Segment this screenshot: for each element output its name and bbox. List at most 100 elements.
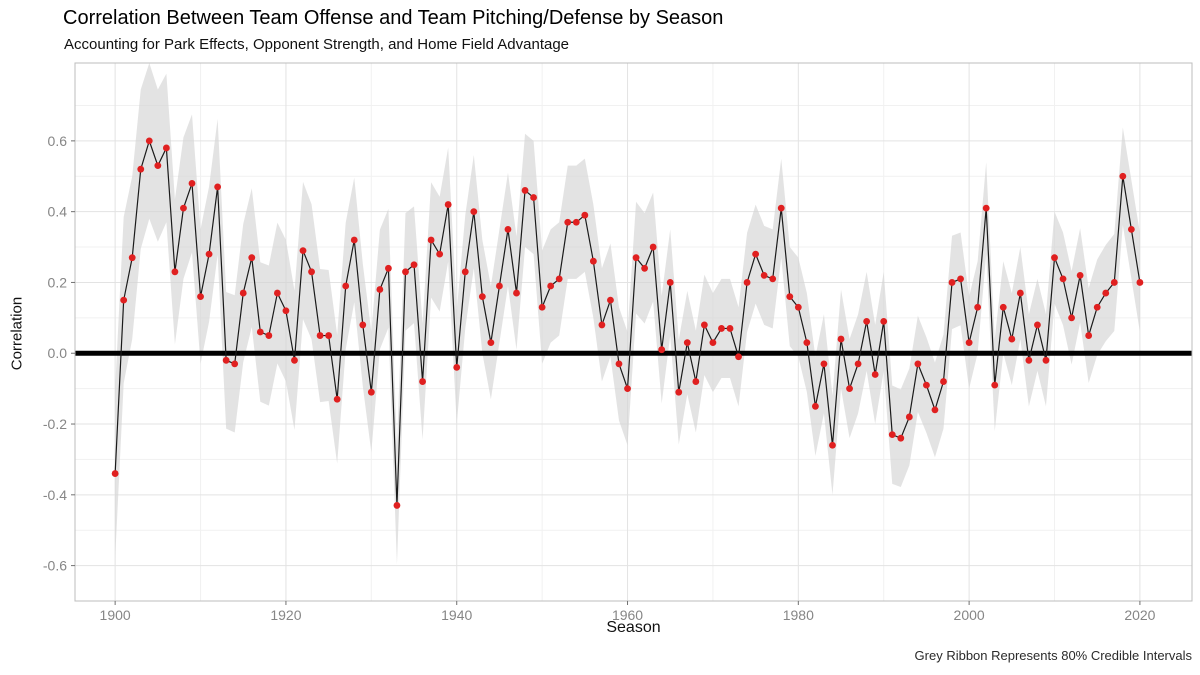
data-point xyxy=(248,254,256,262)
data-point xyxy=(905,413,913,421)
data-point xyxy=(965,339,973,347)
data-point xyxy=(393,502,401,509)
y-tick-label: -0.2 xyxy=(43,416,67,432)
data-point xyxy=(1016,289,1024,297)
data-point xyxy=(786,293,794,301)
data-point xyxy=(273,289,281,297)
data-point xyxy=(145,137,153,145)
data-point xyxy=(461,268,469,276)
data-point xyxy=(1025,356,1033,364)
data-point xyxy=(197,293,204,301)
data-point xyxy=(760,271,768,279)
data-point xyxy=(999,303,1007,311)
data-point xyxy=(991,381,999,389)
data-point xyxy=(854,360,862,368)
data-point xyxy=(607,296,614,304)
data-point xyxy=(1102,289,1110,297)
data-point xyxy=(282,307,290,315)
data-point xyxy=(735,353,742,361)
x-tick-label: 2000 xyxy=(954,607,985,623)
data-point xyxy=(871,371,879,378)
data-point xyxy=(846,385,853,393)
x-tick-label: 1900 xyxy=(100,607,131,623)
data-point xyxy=(111,470,119,477)
y-tick-label: 0.4 xyxy=(48,204,68,220)
data-point xyxy=(829,441,836,449)
data-point xyxy=(538,303,546,311)
x-axis-label: Season xyxy=(606,619,661,636)
data-point xyxy=(427,236,435,244)
data-point xyxy=(1136,279,1144,286)
data-point xyxy=(1085,332,1093,339)
data-point xyxy=(453,363,461,371)
x-tick-label: 1960 xyxy=(612,607,643,623)
data-point xyxy=(128,254,136,262)
chart-title: Correlation Between Team Offense and Tea… xyxy=(63,7,724,29)
data-point xyxy=(1093,303,1101,311)
data-point xyxy=(1076,271,1084,279)
data-point xyxy=(359,321,367,329)
data-point xyxy=(683,339,691,347)
data-point xyxy=(308,268,315,276)
data-point xyxy=(888,431,896,439)
data-point xyxy=(487,339,495,347)
data-point xyxy=(547,282,555,290)
data-point xyxy=(188,179,196,187)
data-point xyxy=(402,268,409,276)
data-point xyxy=(820,360,828,368)
data-point xyxy=(564,218,572,226)
data-point xyxy=(222,356,230,364)
data-point xyxy=(726,325,734,332)
data-point xyxy=(171,268,179,276)
data-point xyxy=(325,332,333,339)
data-point xyxy=(658,346,666,354)
data-point xyxy=(1110,279,1118,286)
data-point xyxy=(692,378,700,385)
data-point xyxy=(504,225,512,233)
data-point xyxy=(299,247,307,254)
data-point xyxy=(214,183,222,191)
data-point xyxy=(120,296,128,304)
data-point xyxy=(632,254,640,262)
data-point xyxy=(794,303,802,311)
data-point xyxy=(342,282,350,290)
y-tick-label: 0.2 xyxy=(48,274,68,290)
data-point xyxy=(239,289,247,297)
data-point xyxy=(385,264,392,272)
ribbon-caption: Grey Ribbon Represents 80% Credible Inte… xyxy=(914,648,1192,663)
data-point xyxy=(291,356,298,364)
data-point xyxy=(803,339,811,347)
data-point xyxy=(350,236,358,244)
data-point xyxy=(521,187,529,194)
data-point xyxy=(880,317,888,325)
data-point xyxy=(572,218,580,226)
data-point xyxy=(624,385,631,393)
data-point xyxy=(931,406,939,414)
data-point xyxy=(718,325,725,332)
data-point xyxy=(974,303,982,311)
data-point xyxy=(940,378,947,385)
panel-border xyxy=(74,62,1193,602)
data-point xyxy=(376,286,384,293)
data-point xyxy=(709,339,717,347)
data-point xyxy=(265,332,273,339)
x-tick-label: 1980 xyxy=(783,607,814,623)
data-point xyxy=(598,321,606,329)
data-point xyxy=(231,360,239,368)
data-point xyxy=(1008,335,1016,343)
data-point xyxy=(752,250,760,258)
data-point xyxy=(1127,225,1135,233)
data-point xyxy=(914,360,922,368)
data-point xyxy=(615,360,623,368)
data-point xyxy=(649,243,657,251)
data-point xyxy=(743,279,751,286)
data-point xyxy=(837,335,845,343)
data-point xyxy=(1034,321,1041,329)
data-point xyxy=(769,275,777,283)
data-point xyxy=(1051,254,1058,262)
data-point xyxy=(513,289,520,297)
data-point xyxy=(256,328,264,336)
data-point xyxy=(923,381,930,389)
credible-interval-ribbon xyxy=(115,63,1140,565)
data-point xyxy=(410,261,418,269)
